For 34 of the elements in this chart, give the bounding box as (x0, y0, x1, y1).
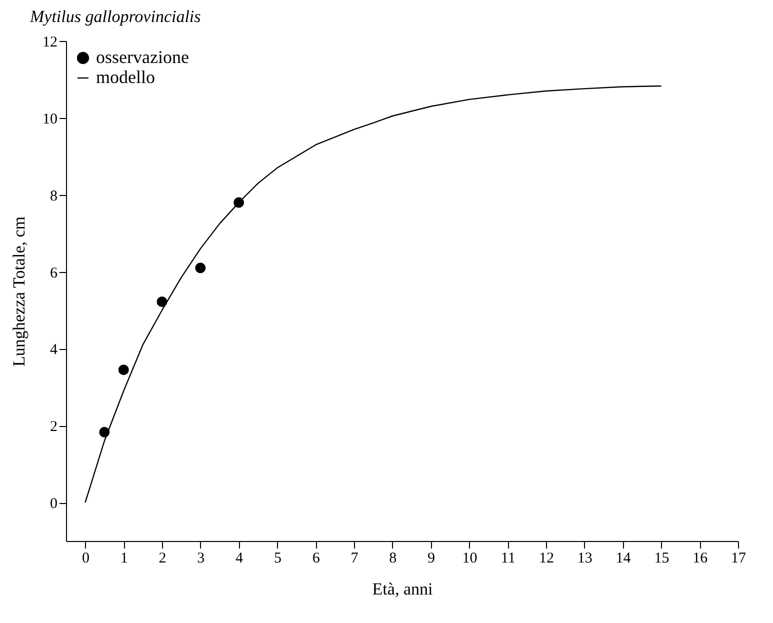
legend-label: modello (96, 67, 155, 87)
x-tick-label: 7 (350, 550, 359, 566)
x-axis-title: Età, anni (372, 580, 433, 598)
point (118, 364, 129, 376)
y-axis-title: Lunghezza Totale, cm (10, 216, 28, 367)
x-tick-label: 2 (158, 550, 166, 566)
y-tick-label: 4 (50, 342, 58, 358)
y-tick-label: 6 (50, 265, 58, 282)
y-tick-label: 12 (42, 34, 58, 50)
x-tick-label: 4 (236, 550, 244, 566)
y-tick-label: 8 (50, 188, 58, 204)
x-tick-label: 14 (616, 550, 632, 566)
x-tick-label: 10 (462, 550, 478, 566)
x-tick-label: 0 (82, 550, 90, 566)
x-tick-label: 6 (312, 550, 320, 566)
y-tick-label: 10 (42, 111, 58, 128)
point (156, 296, 168, 308)
x-tick-label: 12 (539, 550, 554, 566)
x-tick-label: 16 (692, 550, 708, 566)
x-tick-label: 17 (731, 550, 746, 566)
x-tick-label: 15 (654, 550, 670, 566)
x-tick-label: 5 (274, 550, 282, 566)
y-tick-label: 2 (50, 419, 58, 436)
y-tick-label: 0 (50, 496, 58, 512)
x-tick-label: 13 (577, 550, 592, 566)
x-tick-label: 3 (197, 550, 205, 566)
line-series (84, 85, 662, 504)
point (195, 262, 206, 274)
legend-label: osservazione (96, 47, 189, 67)
x-tick-label: 9 (428, 550, 436, 566)
x-tick-label: 11 (500, 550, 516, 566)
x-tick-label: 8 (389, 550, 397, 566)
x-tick-label: 1 (120, 550, 128, 566)
chart-title: Mytilus galloprovincialis (29, 7, 202, 26)
